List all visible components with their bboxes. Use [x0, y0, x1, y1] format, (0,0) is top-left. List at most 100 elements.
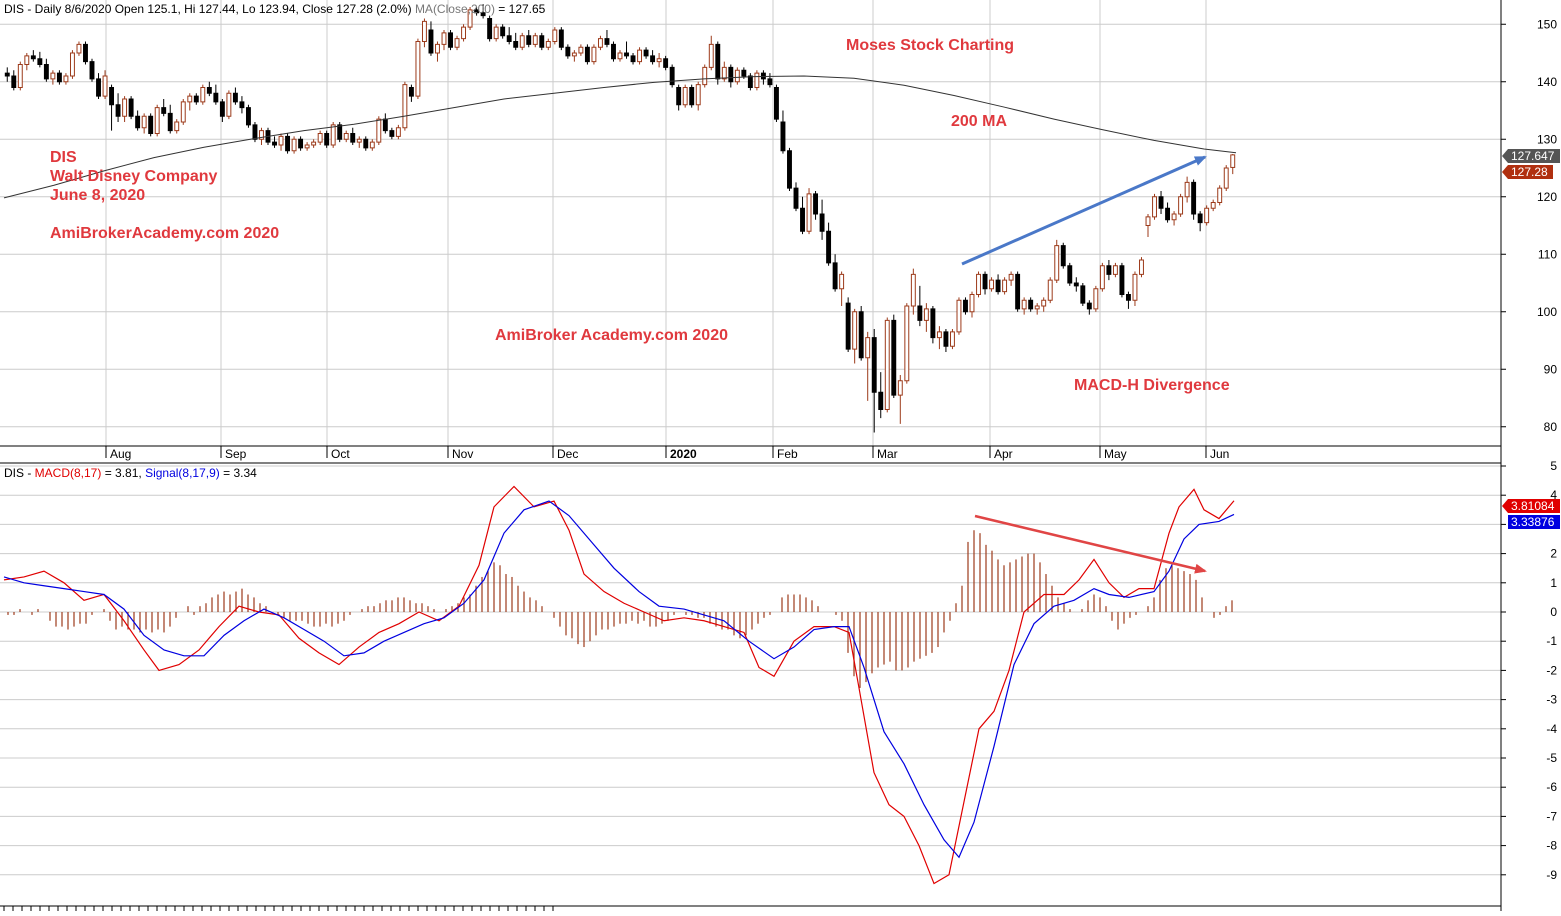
candle-body	[454, 38, 460, 48]
candle-body	[350, 133, 356, 143]
candle	[285, 133, 291, 154]
candle-body	[917, 305, 923, 321]
candle-body	[845, 302, 851, 350]
candle	[715, 41, 721, 85]
candle-body	[891, 319, 897, 396]
candle	[226, 90, 232, 120]
candle	[1067, 262, 1073, 286]
macd-gridlines	[0, 465, 1501, 876]
macd-y-tick-label: -8	[1546, 839, 1557, 853]
candle-body	[969, 294, 975, 313]
macd-divergence-arrow	[974, 514, 1207, 574]
candle	[982, 271, 988, 295]
candle-body	[611, 43, 616, 60]
candle	[141, 113, 147, 134]
candle	[936, 326, 942, 350]
candle	[995, 274, 1001, 295]
macd-y-tick-label: -2	[1546, 663, 1557, 677]
candle-body	[1230, 154, 1236, 168]
candle	[1223, 165, 1229, 191]
macd-y-tick-label: 0	[1550, 605, 1557, 619]
candle	[949, 329, 955, 350]
price-y-tick-label: 110	[1538, 247, 1557, 261]
candle	[1093, 285, 1099, 312]
candle-body	[734, 69, 740, 83]
candle-body	[1028, 299, 1034, 310]
macd-header-macd-label: MACD(8,17)	[35, 466, 102, 480]
candle-body	[936, 331, 942, 339]
month-label: Dec	[557, 447, 578, 461]
candle-body	[330, 124, 336, 146]
price-y-axis: 80 90 100 110 120 130 140 150	[1501, 17, 1557, 434]
candle-body	[480, 12, 486, 17]
candle-body	[76, 43, 82, 54]
candle-body	[441, 32, 447, 45]
candle	[656, 53, 662, 68]
month-label: Aug	[110, 447, 131, 461]
candle	[382, 113, 388, 134]
macd-y-tick-label: 1	[1550, 576, 1557, 590]
month-label: Mar	[877, 447, 898, 461]
candle-body	[910, 273, 916, 307]
candle	[747, 73, 753, 91]
candle-body	[591, 46, 597, 63]
candle	[800, 196, 805, 235]
candle-body	[1217, 187, 1223, 203]
candle	[4, 67, 10, 82]
candle-body	[780, 121, 786, 152]
ma-badge-text: 127.647	[1511, 149, 1555, 163]
candle-body	[897, 380, 903, 396]
macd-y-tick-label: 5	[1550, 459, 1557, 473]
candle	[930, 306, 936, 344]
candle-body	[545, 41, 551, 48]
candle-body	[1015, 273, 1021, 310]
candle-body	[311, 141, 317, 146]
candle	[200, 84, 206, 105]
candle	[787, 147, 792, 191]
candle-body	[1093, 288, 1099, 310]
candle-body	[624, 52, 629, 57]
candle-body	[558, 29, 564, 48]
candle	[1139, 257, 1144, 278]
candle	[1080, 283, 1086, 306]
candle	[1204, 205, 1210, 226]
candle	[878, 372, 884, 419]
macd-line	[3, 485, 1235, 885]
close-badge-text: 127.28	[1511, 165, 1548, 179]
candle-body	[689, 87, 695, 106]
candle-body	[1119, 265, 1125, 295]
candle	[611, 41, 616, 62]
candle-body	[448, 32, 453, 48]
candle	[617, 50, 623, 62]
candle	[1217, 185, 1223, 206]
candle	[389, 127, 395, 140]
candle	[865, 331, 871, 401]
candle	[187, 93, 193, 111]
candle-body	[193, 95, 199, 103]
candle-body	[37, 58, 43, 65]
candle-body	[382, 118, 388, 132]
candle	[963, 297, 968, 315]
candle	[1171, 211, 1177, 226]
candle-body	[819, 213, 825, 232]
candle-body	[513, 41, 519, 48]
candle-body	[963, 299, 968, 313]
candle-body	[63, 75, 69, 83]
candle-body	[787, 150, 792, 189]
candle-body	[715, 43, 721, 80]
candle	[1054, 239, 1060, 283]
candle-body	[650, 55, 656, 63]
candle-body	[930, 308, 936, 339]
candle	[1060, 242, 1066, 269]
candle	[1178, 193, 1184, 217]
candle-body	[1145, 216, 1151, 226]
candle	[421, 18, 427, 48]
candle-body	[1041, 299, 1047, 307]
macd-y-tick-label: -7	[1546, 809, 1557, 823]
signal-line	[3, 500, 1235, 859]
candle-body	[461, 26, 467, 40]
month-label: Jun	[1210, 447, 1229, 461]
candle	[923, 303, 929, 332]
month-label: Oct	[331, 447, 350, 461]
